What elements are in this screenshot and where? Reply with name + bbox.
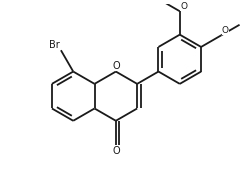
Text: O: O — [181, 2, 187, 11]
Text: Br: Br — [49, 40, 60, 50]
Text: O: O — [112, 60, 120, 71]
Text: O: O — [222, 26, 229, 35]
Text: O: O — [112, 146, 120, 156]
